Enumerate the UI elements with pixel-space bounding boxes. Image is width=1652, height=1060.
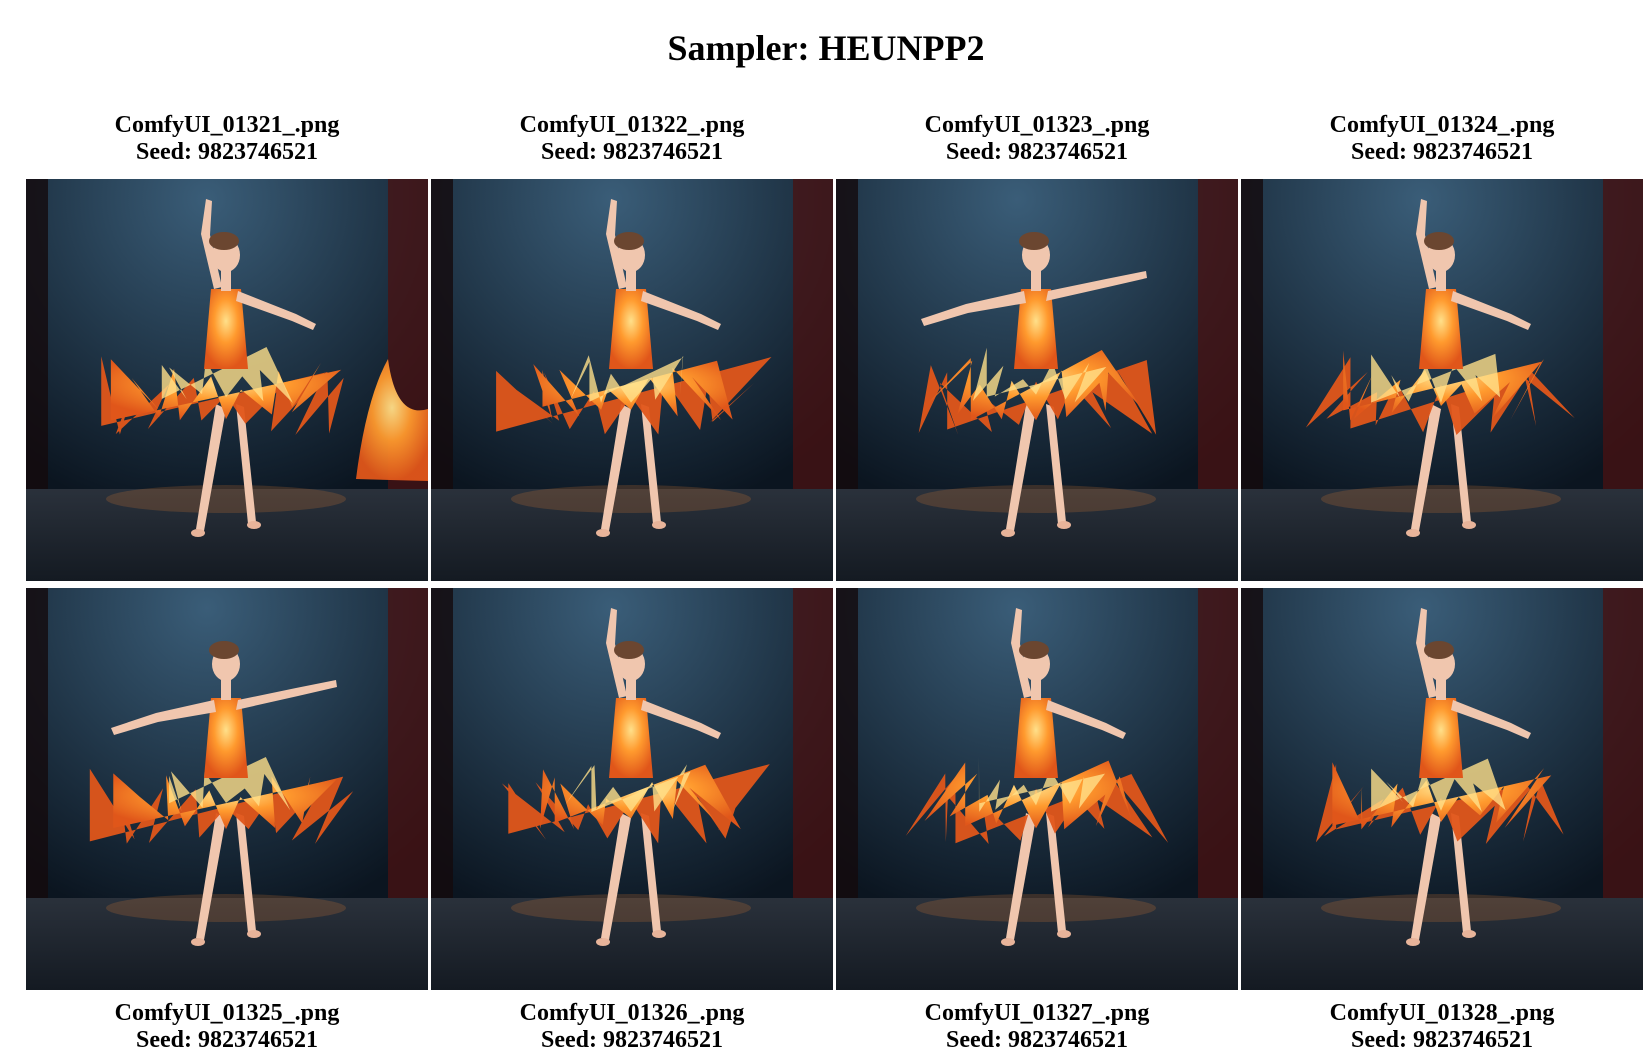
image-tile[interactable] xyxy=(26,588,428,990)
ballerina-image xyxy=(431,179,833,581)
image-caption: ComfyUI_01328_.png Seed: 9823746521 xyxy=(1241,1000,1643,1054)
image-seed: Seed: 9823746521 xyxy=(1351,1027,1533,1053)
image-filename: ComfyUI_01328_.png xyxy=(1329,1000,1555,1026)
image-tile[interactable] xyxy=(1241,179,1643,581)
image-caption: ComfyUI_01322_.png Seed: 9823746521 xyxy=(431,112,833,166)
image-tile[interactable] xyxy=(836,588,1238,990)
image-caption: ComfyUI_01326_.png Seed: 9823746521 xyxy=(431,1000,833,1054)
image-filename: ComfyUI_01323_.png xyxy=(924,112,1150,138)
image-caption: ComfyUI_01323_.png Seed: 9823746521 xyxy=(836,112,1238,166)
image-seed: Seed: 9823746521 xyxy=(1351,139,1533,165)
image-filename: ComfyUI_01325_.png xyxy=(114,1000,340,1026)
image-seed: Seed: 9823746521 xyxy=(541,139,723,165)
image-seed: Seed: 9823746521 xyxy=(136,139,318,165)
image-tile[interactable] xyxy=(431,588,833,990)
image-caption: ComfyUI_01325_.png Seed: 9823746521 xyxy=(26,1000,428,1054)
image-seed: Seed: 9823746521 xyxy=(136,1027,318,1053)
image-caption: ComfyUI_01327_.png Seed: 9823746521 xyxy=(836,1000,1238,1054)
image-tile[interactable] xyxy=(1241,588,1643,990)
image-seed: Seed: 9823746521 xyxy=(946,139,1128,165)
ballerina-image xyxy=(836,179,1238,581)
image-caption: ComfyUI_01321_.png Seed: 9823746521 xyxy=(26,112,428,166)
image-filename: ComfyUI_01327_.png xyxy=(924,1000,1150,1026)
ballerina-image xyxy=(836,588,1238,990)
image-seed: Seed: 9823746521 xyxy=(946,1027,1128,1053)
ballerina-image xyxy=(1241,179,1643,581)
image-filename: ComfyUI_01326_.png xyxy=(519,1000,745,1026)
image-tile[interactable] xyxy=(836,179,1238,581)
ballerina-image xyxy=(1241,588,1643,990)
ballerina-image xyxy=(431,588,833,990)
ballerina-image xyxy=(26,179,428,581)
image-filename: ComfyUI_01324_.png xyxy=(1329,112,1555,138)
image-caption: ComfyUI_01324_.png Seed: 9823746521 xyxy=(1241,112,1643,166)
ballerina-image xyxy=(26,588,428,990)
image-seed: Seed: 9823746521 xyxy=(541,1027,723,1053)
image-filename: ComfyUI_01321_.png xyxy=(114,112,340,138)
image-tile[interactable] xyxy=(26,179,428,581)
image-tile[interactable] xyxy=(431,179,833,581)
page-title: Sampler: HEUNPP2 xyxy=(667,28,985,68)
image-filename: ComfyUI_01322_.png xyxy=(519,112,745,138)
